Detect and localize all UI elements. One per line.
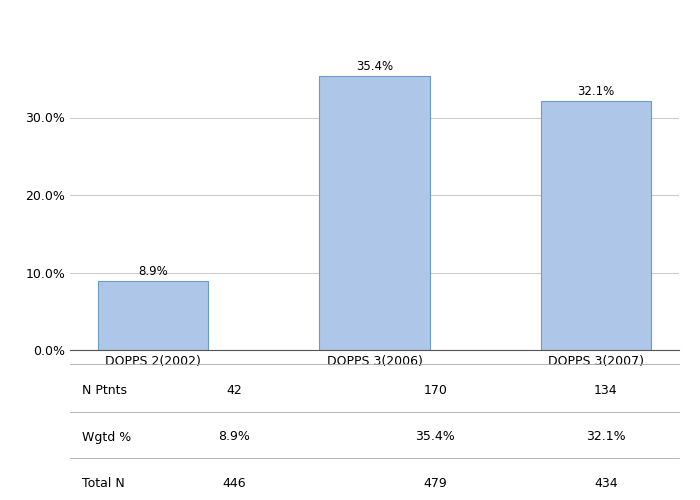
Text: Wgtd %: Wgtd % (82, 430, 132, 444)
Text: 42: 42 (227, 384, 242, 398)
Text: 479: 479 (424, 476, 447, 490)
Text: 170: 170 (424, 384, 447, 398)
Bar (540, 101, 651, 350)
Text: 32.1%: 32.1% (578, 85, 615, 98)
Text: 35.4%: 35.4% (356, 60, 393, 72)
Text: 434: 434 (594, 476, 617, 490)
Text: 8.9%: 8.9% (138, 265, 168, 278)
Text: 35.4%: 35.4% (416, 430, 455, 444)
Bar (319, 76, 430, 350)
Text: 32.1%: 32.1% (586, 430, 626, 444)
Text: N Ptnts: N Ptnts (82, 384, 127, 398)
Text: 446: 446 (223, 476, 246, 490)
Bar (98, 281, 209, 350)
Text: 134: 134 (594, 384, 617, 398)
Text: Total N: Total N (82, 476, 125, 490)
Text: 8.9%: 8.9% (218, 430, 251, 444)
